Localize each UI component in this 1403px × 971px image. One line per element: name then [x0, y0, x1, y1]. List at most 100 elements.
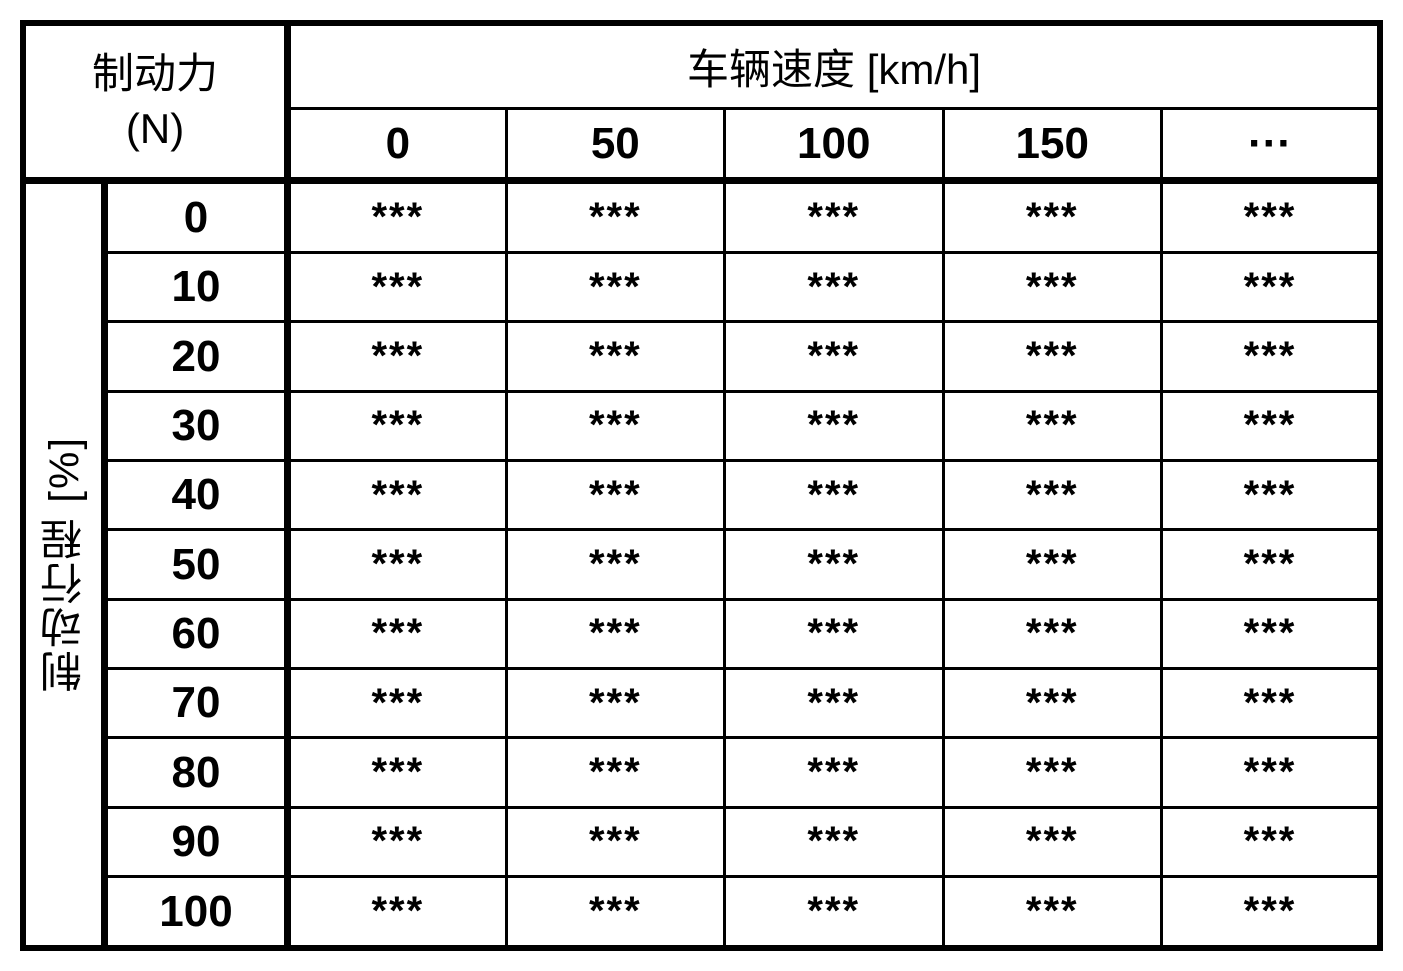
- speed-col-header: 0: [288, 109, 506, 181]
- table-row: 制动行程 [%] 0 *** *** *** *** ***: [23, 181, 1380, 253]
- cell-value: ***: [1244, 403, 1297, 447]
- cell-value: ***: [1244, 611, 1297, 655]
- cell-value: ***: [1026, 750, 1079, 794]
- table-row: 90 *** *** *** *** ***: [23, 807, 1380, 876]
- data-cell: ***: [1161, 738, 1380, 807]
- cell-value: ***: [1244, 681, 1297, 725]
- data-cell: ***: [943, 877, 1161, 948]
- data-cell: ***: [1161, 461, 1380, 530]
- data-cell: ***: [943, 322, 1161, 391]
- stroke-row-label: 70: [172, 678, 221, 727]
- cell-value: ***: [589, 265, 642, 309]
- cell-value: ***: [1244, 473, 1297, 517]
- data-cell: ***: [288, 322, 506, 391]
- data-cell: ***: [943, 253, 1161, 322]
- cell-value: ***: [1244, 265, 1297, 309]
- cell-value: ***: [807, 403, 860, 447]
- stroke-group-header: 制动行程 [%]: [23, 181, 104, 948]
- table-row: 80 *** *** *** *** ***: [23, 738, 1380, 807]
- cell-value: ***: [1026, 819, 1079, 863]
- speed-col-label: 100: [797, 119, 870, 168]
- cell-value: ***: [371, 611, 424, 655]
- data-cell: ***: [725, 738, 943, 807]
- data-cell: ***: [288, 738, 506, 807]
- stroke-row-header: 60: [104, 599, 287, 668]
- cell-value: ***: [807, 195, 860, 239]
- stroke-row-header: 30: [104, 391, 287, 460]
- speed-col-label: 50: [591, 119, 640, 168]
- braking-force-table: 制动力(N) 车辆速度 [km/h] 0 50 100 150 ··· 制动行程…: [20, 20, 1383, 951]
- data-cell: ***: [1161, 530, 1380, 599]
- cell-value: ***: [371, 819, 424, 863]
- cell-value: ***: [1026, 889, 1079, 933]
- cell-value: ***: [807, 265, 860, 309]
- stroke-row-header: 50: [104, 530, 287, 599]
- data-cell: ***: [288, 599, 506, 668]
- cell-value: ***: [589, 681, 642, 725]
- table-row: 60 *** *** *** *** ***: [23, 599, 1380, 668]
- cell-value: ***: [807, 819, 860, 863]
- cell-value: ***: [371, 473, 424, 517]
- data-cell: ***: [1161, 599, 1380, 668]
- data-cell: ***: [943, 461, 1161, 530]
- data-cell: ***: [288, 807, 506, 876]
- data-cell: ***: [1161, 391, 1380, 460]
- data-cell: ***: [1161, 669, 1380, 738]
- data-cell: ***: [725, 530, 943, 599]
- cell-value: ***: [589, 542, 642, 586]
- stroke-row-header: 40: [104, 461, 287, 530]
- data-cell: ***: [943, 599, 1161, 668]
- data-cell: ***: [1161, 253, 1380, 322]
- data-cell: ***: [288, 669, 506, 738]
- cell-value: ***: [371, 403, 424, 447]
- stroke-row-label: 80: [172, 748, 221, 797]
- stroke-row-label: 0: [184, 193, 208, 242]
- data-cell: ***: [725, 877, 943, 948]
- cell-value: ***: [589, 611, 642, 655]
- table-header-row: 制动力(N) 车辆速度 [km/h]: [23, 23, 1380, 109]
- data-cell: ***: [725, 599, 943, 668]
- cell-value: ***: [371, 334, 424, 378]
- data-cell: ***: [725, 461, 943, 530]
- data-cell: ***: [725, 253, 943, 322]
- cell-value: ***: [371, 889, 424, 933]
- cell-value: ***: [1026, 195, 1079, 239]
- cell-value: ***: [807, 473, 860, 517]
- cell-value: ***: [1244, 889, 1297, 933]
- stroke-row-header: 20: [104, 322, 287, 391]
- cell-value: ***: [589, 334, 642, 378]
- data-cell: ***: [725, 322, 943, 391]
- cell-value: ***: [589, 819, 642, 863]
- speed-col-header: 150: [943, 109, 1161, 181]
- speed-col-label: 0: [386, 119, 410, 168]
- stroke-row-label: 10: [172, 262, 221, 311]
- speed-group-header: 车辆速度 [km/h]: [288, 23, 1380, 109]
- cell-value: ***: [371, 265, 424, 309]
- stroke-row-label: 60: [172, 609, 221, 658]
- stroke-row-header: 0: [104, 181, 287, 253]
- table-row: 10 *** *** *** *** ***: [23, 253, 1380, 322]
- table-row: 30 *** *** *** *** ***: [23, 391, 1380, 460]
- cell-value: ***: [1026, 681, 1079, 725]
- cell-value: ***: [807, 542, 860, 586]
- data-cell: ***: [1161, 322, 1380, 391]
- data-cell: ***: [288, 461, 506, 530]
- data-cell: ***: [725, 669, 943, 738]
- data-cell: ***: [1161, 807, 1380, 876]
- speed-col-label: 150: [1016, 119, 1089, 168]
- data-table: 制动力(N) 车辆速度 [km/h] 0 50 100 150 ··· 制动行程…: [20, 20, 1383, 951]
- speed-col-label: ···: [1248, 119, 1292, 168]
- cell-value: ***: [589, 403, 642, 447]
- stroke-group-title: 制动行程 [%]: [33, 436, 94, 692]
- cell-value: ***: [1244, 334, 1297, 378]
- cell-value: ***: [371, 681, 424, 725]
- stroke-row-label: 30: [172, 401, 221, 450]
- data-cell: ***: [288, 253, 506, 322]
- corner-header-text: 制动力(N): [92, 50, 218, 152]
- stroke-row-label: 90: [172, 817, 221, 866]
- data-cell: ***: [506, 530, 724, 599]
- data-cell: ***: [943, 738, 1161, 807]
- data-cell: ***: [288, 530, 506, 599]
- cell-value: ***: [589, 750, 642, 794]
- cell-value: ***: [1026, 473, 1079, 517]
